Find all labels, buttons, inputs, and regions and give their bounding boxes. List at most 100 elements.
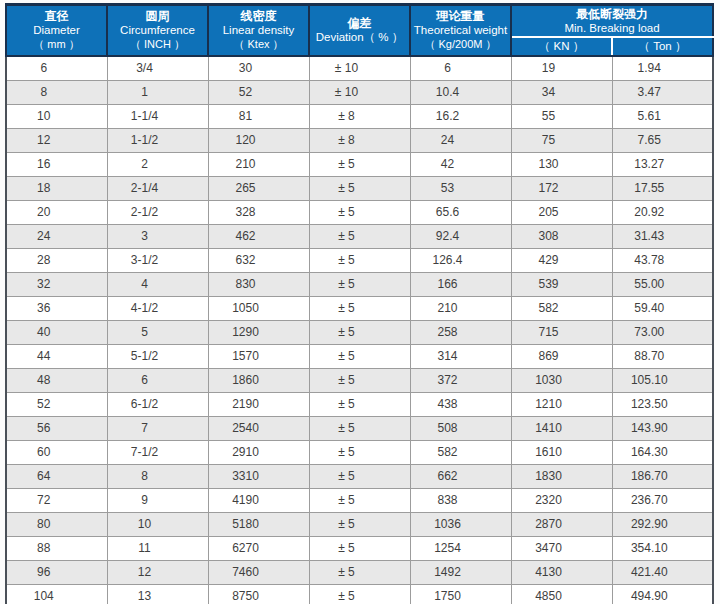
table-header: 直径 Diameter （ mm ） 圆周 Circumference （ IN…: [6, 5, 713, 56]
table-row: 63/430± 106191.94: [6, 56, 713, 81]
cell-deviation: ± 5: [309, 368, 410, 392]
cell-circumference: 9: [107, 488, 208, 512]
cell-deviation: ± 5: [309, 248, 410, 272]
breaking-load-label-zh: 最低断裂强力: [512, 7, 712, 21]
table-row: 364-1/21050± 521058259.40: [6, 296, 713, 320]
table-row: 96127460± 514924130421.40: [6, 560, 713, 584]
table-row: 182-1/4265± 55317217.55: [6, 176, 713, 200]
cell-theoretical-weight: 65.6: [410, 200, 511, 224]
cell-circumference: 2: [107, 152, 208, 176]
cell-ton: 354.10: [612, 536, 713, 560]
cell-deviation: ± 5: [309, 488, 410, 512]
cell-linear-density: 210: [208, 152, 309, 176]
cell-kn: 55: [511, 104, 612, 128]
cell-diameter: 10: [6, 104, 107, 128]
linear-density-unit: （ Ktex ）: [209, 37, 308, 51]
cell-linear-density: 2540: [208, 416, 309, 440]
cell-linear-density: 1050: [208, 296, 309, 320]
cell-circumference: 8: [107, 464, 208, 488]
table-body: 63/430± 106191.948152± 1010.4343.47101-1…: [6, 56, 713, 604]
cell-kn: 1210: [511, 392, 612, 416]
circumference-label-en: Circumference: [108, 23, 207, 37]
col-header-ton: （ Ton ）: [612, 37, 713, 56]
cell-circumference: 3: [107, 224, 208, 248]
cell-ton: 123.50: [612, 392, 713, 416]
cell-deviation: ± 5: [309, 200, 410, 224]
cell-ton: 55.00: [612, 272, 713, 296]
cell-kn: 582: [511, 296, 612, 320]
cell-kn: 429: [511, 248, 612, 272]
cell-deviation: ± 5: [309, 512, 410, 536]
cell-linear-density: 6270: [208, 536, 309, 560]
cell-theoretical-weight: 24: [410, 128, 511, 152]
col-header-circumference: 圆周 Circumference （ INCH ）: [107, 5, 208, 56]
cell-circumference: 1-1/2: [107, 128, 208, 152]
table-row: 4051290± 525871573.00: [6, 320, 713, 344]
cell-circumference: 13: [107, 584, 208, 604]
cell-circumference: 11: [107, 536, 208, 560]
cell-circumference: 2-1/2: [107, 200, 208, 224]
cell-kn: 34: [511, 80, 612, 104]
cell-kn: 3470: [511, 536, 612, 560]
deviation-label-zh: 偏差: [310, 16, 409, 30]
cell-deviation: ± 5: [309, 536, 410, 560]
cell-circumference: 6-1/2: [107, 392, 208, 416]
diameter-label-en: Diameter: [7, 23, 106, 37]
cell-diameter: 44: [6, 344, 107, 368]
table-row: 5672540± 55081410143.90: [6, 416, 713, 440]
table-row: 101-1/481± 816.2555.61: [6, 104, 713, 128]
cell-ton: 292.90: [612, 512, 713, 536]
cell-diameter: 88: [6, 536, 107, 560]
cell-circumference: 6: [107, 368, 208, 392]
cell-kn: 19: [511, 56, 612, 81]
table-row: 162210± 54213013.27: [6, 152, 713, 176]
cell-linear-density: 265: [208, 176, 309, 200]
cell-deviation: ± 5: [309, 152, 410, 176]
theoretical-weight-label-zh: 理论重量: [411, 9, 510, 23]
cell-linear-density: 830: [208, 272, 309, 296]
cell-theoretical-weight: 1750: [410, 584, 511, 604]
cell-theoretical-weight: 53: [410, 176, 511, 200]
circumference-label-zh: 圆周: [108, 9, 207, 23]
cell-linear-density: 4190: [208, 488, 309, 512]
cell-circumference: 2-1/4: [107, 176, 208, 200]
cell-ton: 494.90: [612, 584, 713, 604]
cell-linear-density: 8750: [208, 584, 309, 604]
table-row: 607-1/22910± 55821610164.30: [6, 440, 713, 464]
cell-ton: 73.00: [612, 320, 713, 344]
cell-kn: 130: [511, 152, 612, 176]
cell-circumference: 3-1/2: [107, 248, 208, 272]
cell-deviation: ± 5: [309, 464, 410, 488]
cell-circumference: 1: [107, 80, 208, 104]
cell-ton: 186.70: [612, 464, 713, 488]
breaking-load-label-en: Min. Breaking load: [512, 21, 712, 35]
col-header-deviation: 偏差 Deviation（ % ）: [309, 5, 410, 56]
rope-spec-table: 直径 Diameter （ mm ） 圆周 Circumference （ IN…: [5, 3, 714, 604]
cell-deviation: ± 5: [309, 392, 410, 416]
cell-diameter: 8: [6, 80, 107, 104]
cell-theoretical-weight: 166: [410, 272, 511, 296]
cell-deviation: ± 5: [309, 560, 410, 584]
cell-theoretical-weight: 1036: [410, 512, 511, 536]
table-row: 7294190± 58382320236.70: [6, 488, 713, 512]
cell-ton: 1.94: [612, 56, 713, 81]
cell-linear-density: 7460: [208, 560, 309, 584]
cell-linear-density: 5180: [208, 512, 309, 536]
table-row: 445-1/21570± 531486988.70: [6, 344, 713, 368]
cell-circumference: 10: [107, 512, 208, 536]
cell-ton: 43.78: [612, 248, 713, 272]
cell-diameter: 56: [6, 416, 107, 440]
table-row: 526-1/22190± 54381210123.50: [6, 392, 713, 416]
cell-diameter: 16: [6, 152, 107, 176]
cell-kn: 1410: [511, 416, 612, 440]
cell-ton: 5.61: [612, 104, 713, 128]
cell-circumference: 5: [107, 320, 208, 344]
cell-theoretical-weight: 838: [410, 488, 511, 512]
rope-spec-table-container: 直径 Diameter （ mm ） 圆周 Circumference （ IN…: [5, 3, 714, 595]
cell-linear-density: 30: [208, 56, 309, 81]
cell-deviation: ± 5: [309, 440, 410, 464]
cell-deviation: ± 5: [309, 416, 410, 440]
cell-deviation: ± 5: [309, 272, 410, 296]
cell-theoretical-weight: 662: [410, 464, 511, 488]
cell-circumference: 3/4: [107, 56, 208, 81]
